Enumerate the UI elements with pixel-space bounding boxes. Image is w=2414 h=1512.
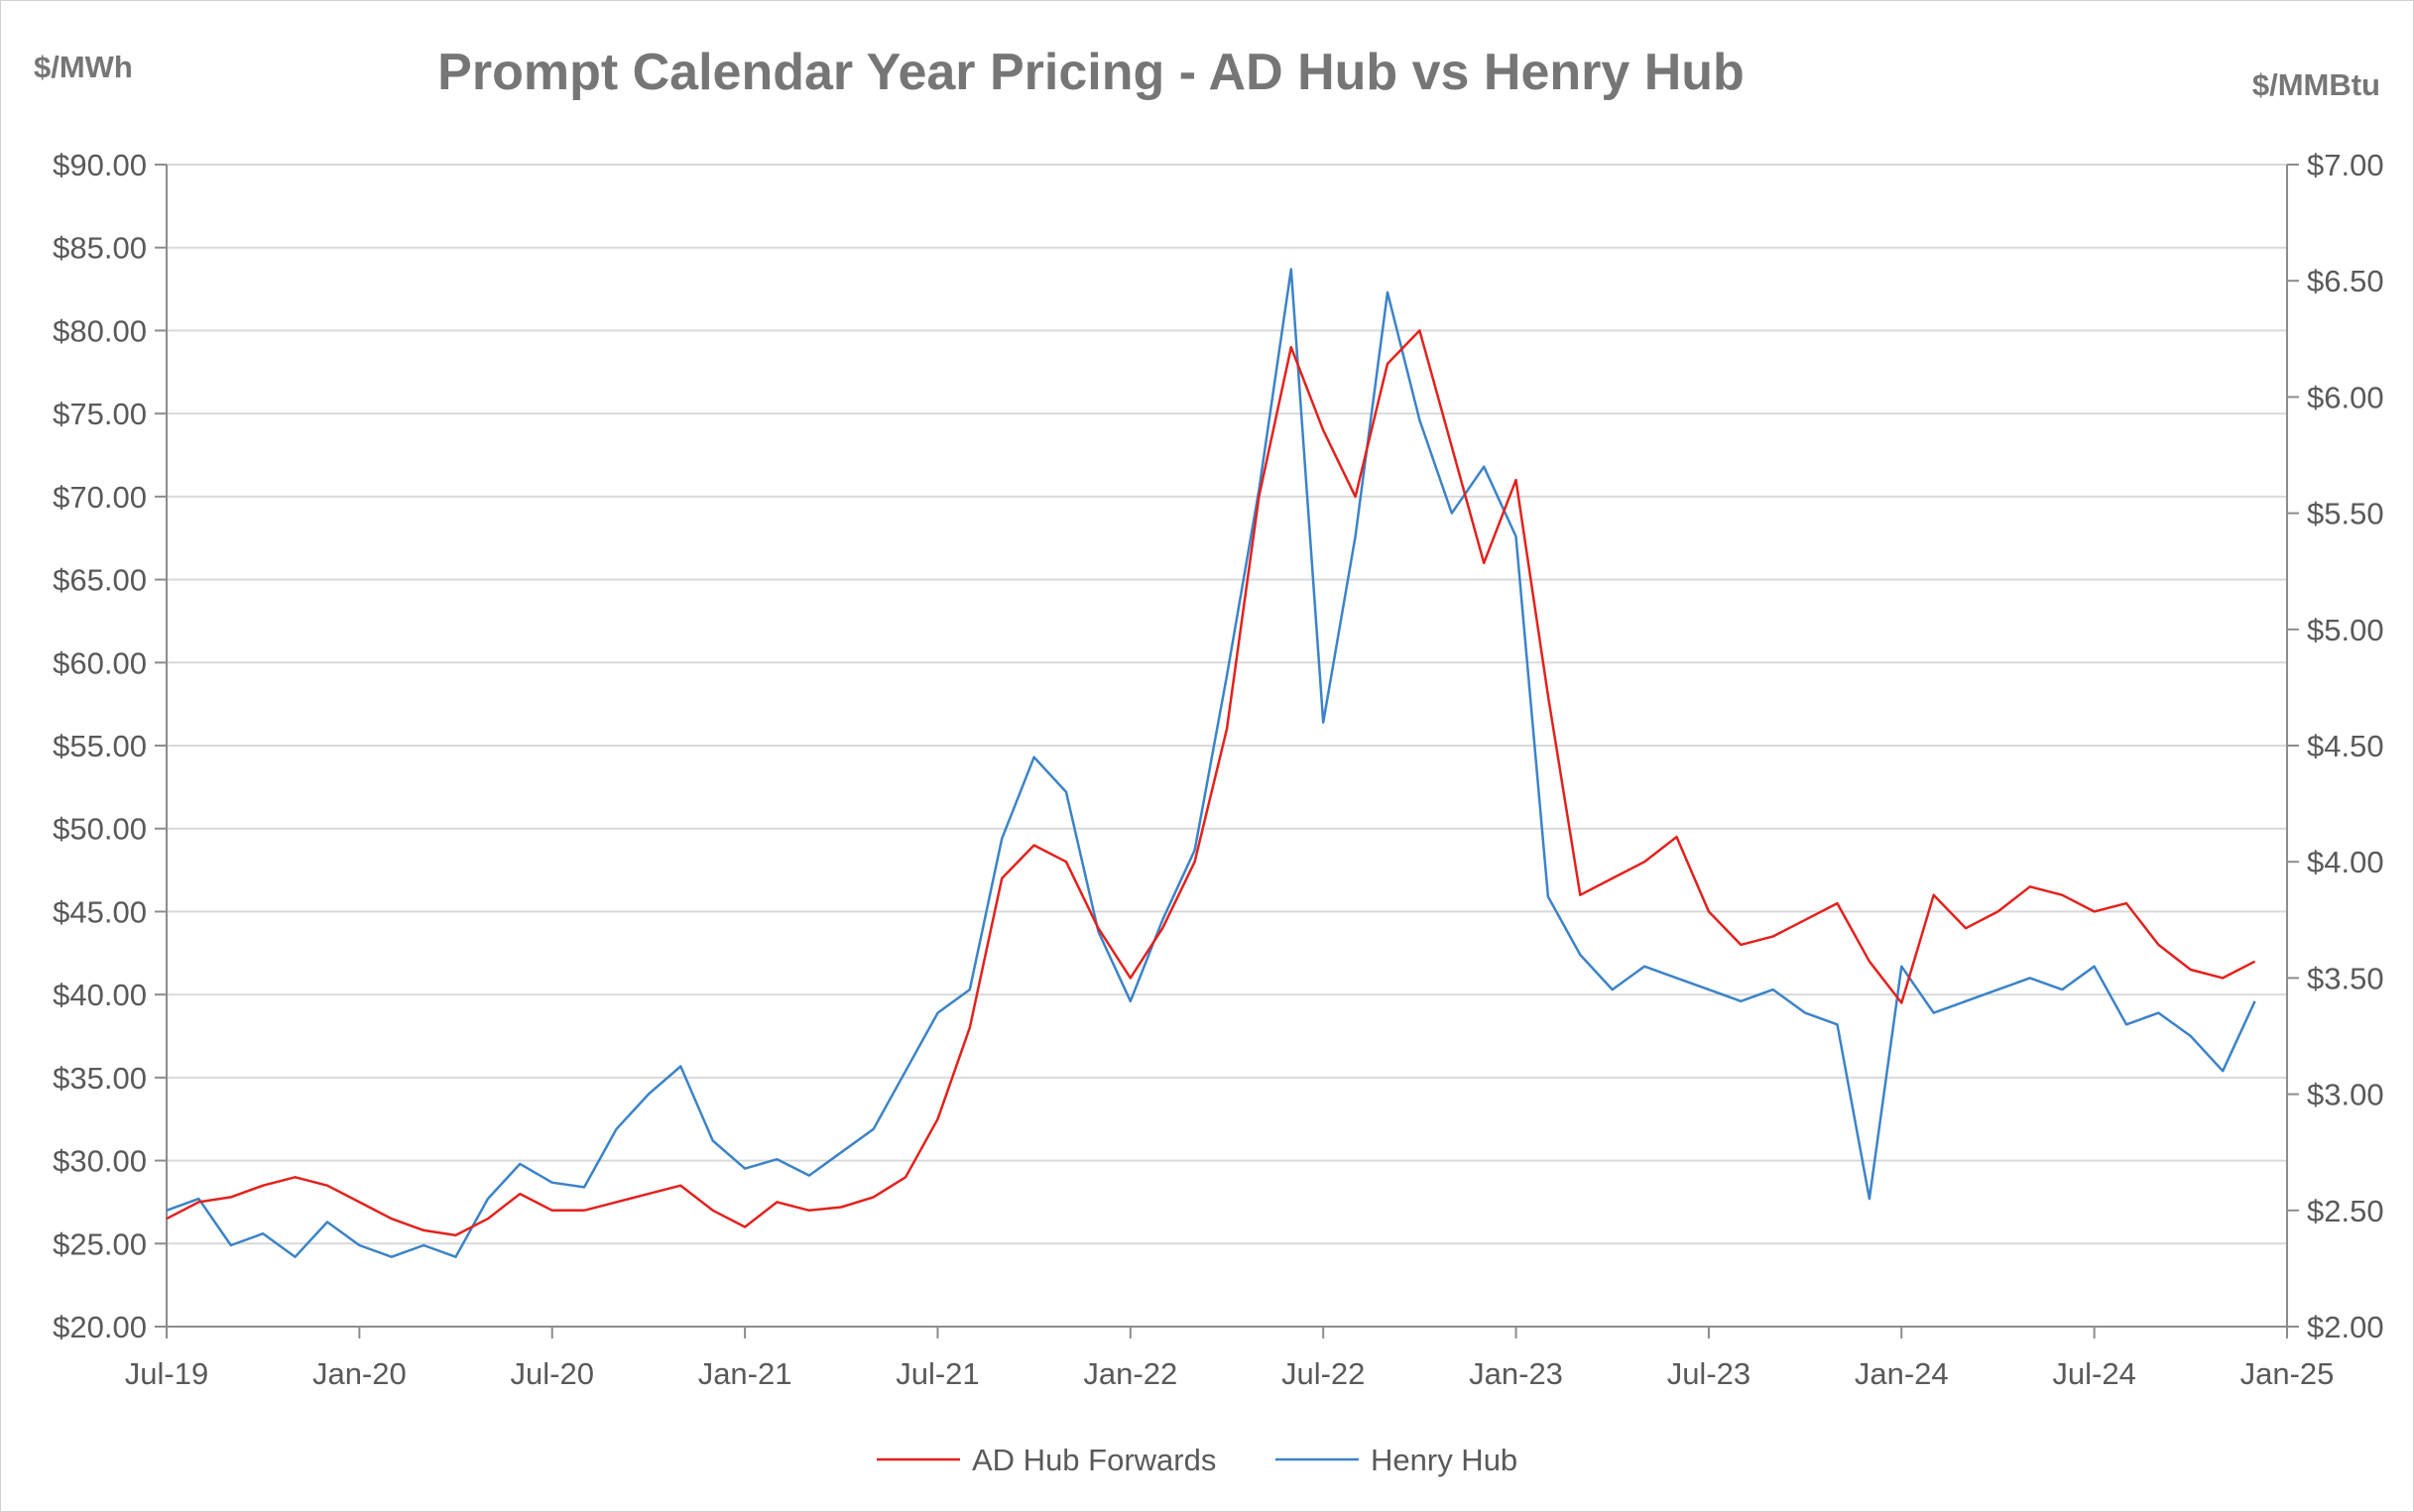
right-tick-label: $5.50 [2307, 497, 2384, 531]
x-tick-label: Jan-24 [1855, 1356, 1949, 1391]
left-tick-label: $35.00 [53, 1061, 147, 1096]
x-axis-ticks: Jul-19 Jan-20 Jul-20 Jan-21 Jul-21 Jan-22 Jul-… [125, 1327, 2335, 1391]
legend: AD Hub Forwards Henry Hub [877, 1443, 1517, 1477]
left-axis-ticks: $20.00 $25.00 $30.00 $35.00 $40.00 $45.00 $50.… [53, 148, 167, 1344]
series-lines [166, 268, 2256, 1258]
left-tick-label: $20.00 [53, 1310, 147, 1344]
left-tick-label: $65.00 [53, 563, 147, 598]
x-tick-label: Jul-20 [511, 1356, 594, 1391]
right-tick-label: $2.00 [2307, 1310, 2384, 1344]
left-axis-unit: $/MWh [34, 50, 133, 84]
right-tick-label: $3.50 [2307, 961, 2384, 995]
series-line-1 [166, 268, 2256, 1258]
x-tick-label: Jan-23 [1469, 1356, 1563, 1391]
chart-title: Prompt Calendar Year Pricing - AD Hub vs… [437, 44, 1745, 101]
x-tick-label: Jan-20 [312, 1356, 407, 1391]
left-tick-label: $50.00 [53, 812, 147, 847]
left-tick-label: $80.00 [53, 313, 147, 348]
left-tick-label: $70.00 [53, 480, 147, 515]
left-tick-label: $40.00 [53, 978, 147, 1012]
right-tick-label: $6.00 [2307, 380, 2384, 414]
legend-label: AD Hub Forwards [972, 1443, 1216, 1477]
left-tick-label: $75.00 [53, 397, 147, 431]
right-axis-ticks: $2.00 $2.50 $3.00 $3.50 $4.00 $4.50 $5.00 $5.50… [2287, 148, 2384, 1344]
x-tick-label: Jul-21 [896, 1356, 979, 1391]
left-tick-label: $85.00 [53, 231, 147, 266]
left-tick-label: $30.00 [53, 1144, 147, 1179]
x-tick-label: Jan-22 [1083, 1356, 1177, 1391]
right-tick-label: $4.50 [2307, 729, 2384, 763]
series-line-0 [166, 329, 2256, 1237]
left-tick-label: $90.00 [53, 148, 147, 182]
left-tick-label: $55.00 [53, 729, 147, 763]
x-tick-label: Jul-24 [2052, 1356, 2135, 1391]
x-tick-label: Jul-23 [1667, 1356, 1750, 1391]
right-tick-label: $6.50 [2307, 264, 2384, 298]
right-tick-label: $2.50 [2307, 1194, 2384, 1228]
right-tick-label: $3.00 [2307, 1078, 2384, 1112]
gridlines [167, 164, 2287, 1245]
x-tick-label: Jan-21 [698, 1356, 792, 1391]
left-tick-label: $25.00 [53, 1226, 147, 1261]
right-axis-unit: $/MMBtu [2252, 67, 2380, 102]
legend-label: Henry Hub [1371, 1443, 1517, 1477]
x-tick-label: Jul-22 [1281, 1356, 1365, 1391]
left-tick-label: $45.00 [53, 894, 147, 929]
right-tick-label: $7.00 [2307, 148, 2384, 182]
right-tick-label: $5.00 [2307, 613, 2384, 647]
x-tick-label: Jul-19 [125, 1356, 208, 1391]
left-tick-label: $60.00 [53, 645, 147, 680]
x-tick-label: Jan-25 [2240, 1356, 2335, 1391]
right-tick-label: $4.00 [2307, 845, 2384, 879]
